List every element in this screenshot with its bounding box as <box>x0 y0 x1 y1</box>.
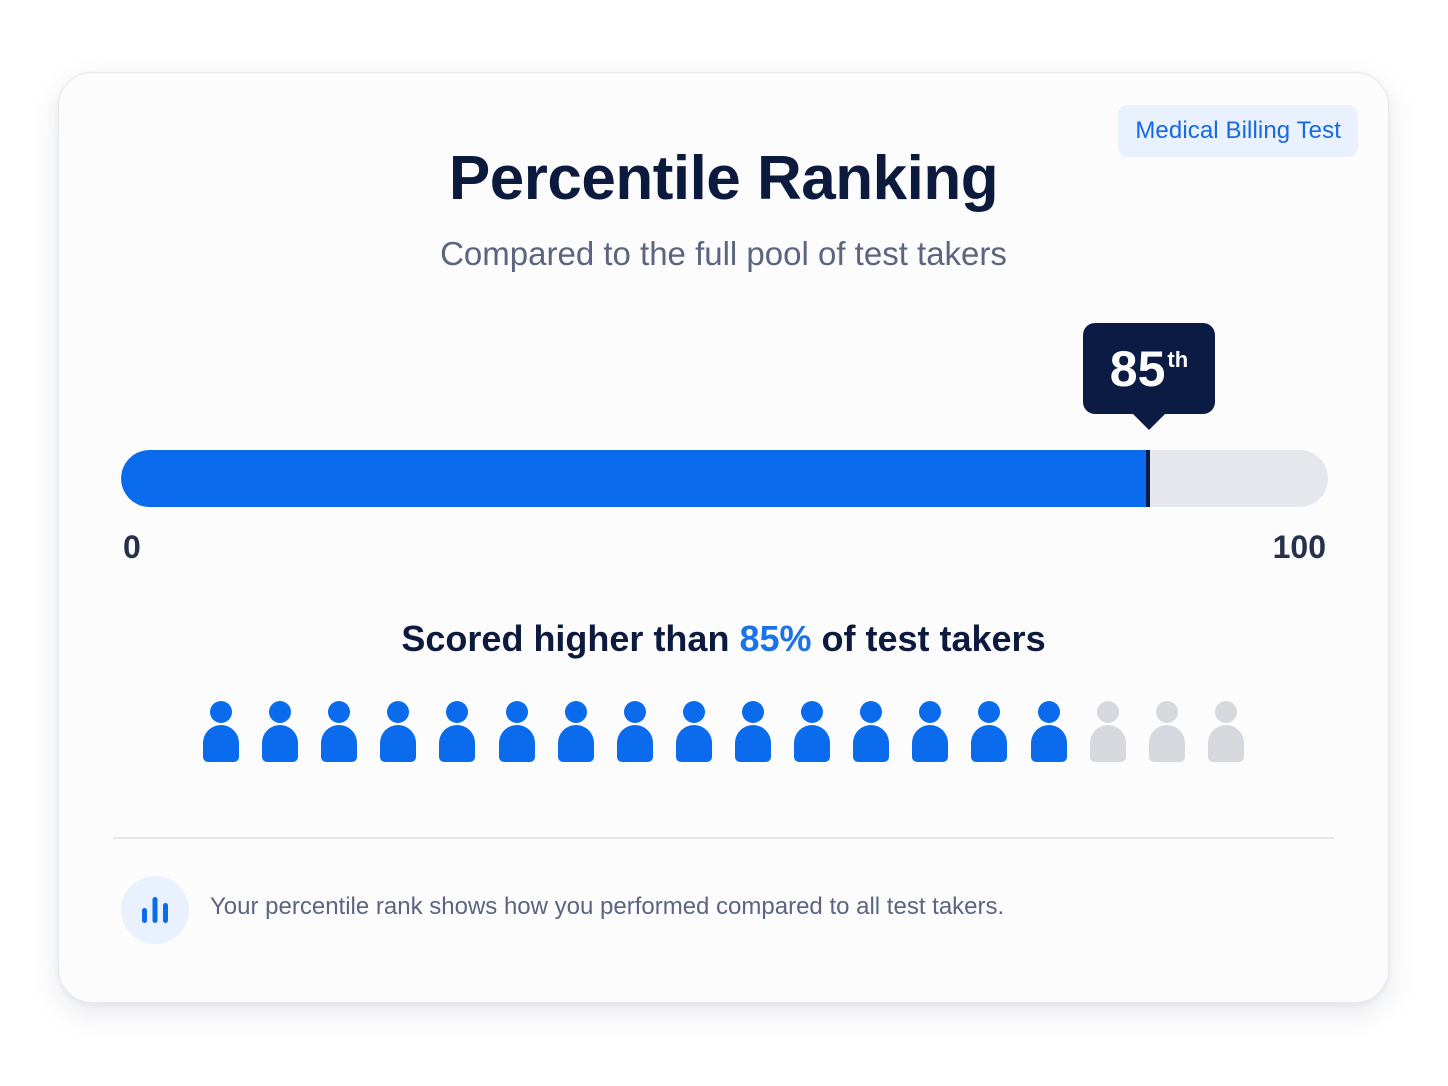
person-head <box>978 701 1001 723</box>
person-head <box>682 701 705 723</box>
summary-highlight: 85% <box>739 618 812 659</box>
person-body <box>912 725 949 762</box>
percentile-card: Medical Billing Test Percentile Ranking … <box>58 72 1389 1003</box>
bar-chart-icon <box>121 876 189 944</box>
person-head <box>860 701 883 723</box>
person-head <box>1214 701 1237 723</box>
percentile-progress-fill <box>121 450 1150 507</box>
person-icon-highlighted <box>557 701 595 763</box>
test-name-badge: Medical Billing Test <box>1118 105 1358 157</box>
person-head <box>328 701 351 723</box>
person-icon <box>1207 701 1245 763</box>
person-icon <box>1089 701 1127 763</box>
person-head <box>564 701 587 723</box>
person-head <box>387 701 410 723</box>
person-icon-highlighted <box>1030 701 1068 763</box>
person-icon-highlighted <box>852 701 890 763</box>
person-icon-highlighted <box>616 701 654 763</box>
person-body <box>734 725 771 762</box>
person-head <box>801 701 824 723</box>
scale-max-label: 100 <box>1272 529 1326 565</box>
person-body <box>321 725 358 762</box>
person-body <box>439 725 476 762</box>
percentile-suffix: th <box>1167 347 1189 372</box>
person-icon-highlighted <box>320 701 358 763</box>
person-head <box>623 701 646 723</box>
summary-suffix: of test takers <box>811 618 1046 659</box>
person-icon-highlighted <box>498 701 536 763</box>
person-head <box>1037 701 1060 723</box>
person-head <box>505 701 528 723</box>
person-icon-highlighted <box>379 701 417 763</box>
person-icon <box>1148 701 1186 763</box>
info-text: Your percentile rank shows how you perfo… <box>210 893 1005 920</box>
person-body <box>262 725 299 762</box>
person-icon-highlighted <box>202 701 240 763</box>
summary-prefix: Scored higher than <box>401 618 740 659</box>
page-title: Percentile Ranking <box>448 144 999 213</box>
person-head <box>1096 701 1119 723</box>
person-head <box>919 701 942 723</box>
percentile-marker: 85 th <box>1083 323 1215 430</box>
person-body <box>794 725 831 762</box>
person-body <box>971 725 1008 762</box>
page-subtitle: Compared to the full pool of test takers <box>440 235 1007 272</box>
divider <box>113 837 1334 839</box>
person-icon-highlighted <box>970 701 1008 763</box>
person-icon-highlighted <box>261 701 299 763</box>
person-icon-highlighted <box>675 701 713 763</box>
person-body <box>616 725 653 762</box>
person-body <box>380 725 417 762</box>
person-head <box>1155 701 1178 723</box>
person-icon-highlighted <box>438 701 476 763</box>
person-body <box>203 725 239 762</box>
person-icon-highlighted <box>734 701 772 763</box>
percentile-progress-track <box>121 450 1328 507</box>
person-body <box>675 725 712 762</box>
person-body <box>557 725 594 762</box>
person-icon-highlighted <box>911 701 949 763</box>
person-body <box>1089 725 1126 762</box>
person-body <box>1030 725 1067 762</box>
percentile-progress-edge <box>1146 450 1150 507</box>
person-body <box>1207 725 1244 762</box>
person-body <box>498 725 535 762</box>
summary-text: Scored higher than 85% of test takers <box>59 618 1388 660</box>
person-head <box>446 701 469 723</box>
percentile-value: 85 <box>1109 340 1166 397</box>
person-head <box>210 701 232 723</box>
person-body <box>1148 725 1185 762</box>
person-head <box>269 701 292 723</box>
person-body <box>853 725 890 762</box>
person-icon-highlighted <box>793 701 831 763</box>
people-pictogram <box>202 701 1245 765</box>
person-head <box>741 701 764 723</box>
scale-min-label: 0 <box>123 529 141 565</box>
